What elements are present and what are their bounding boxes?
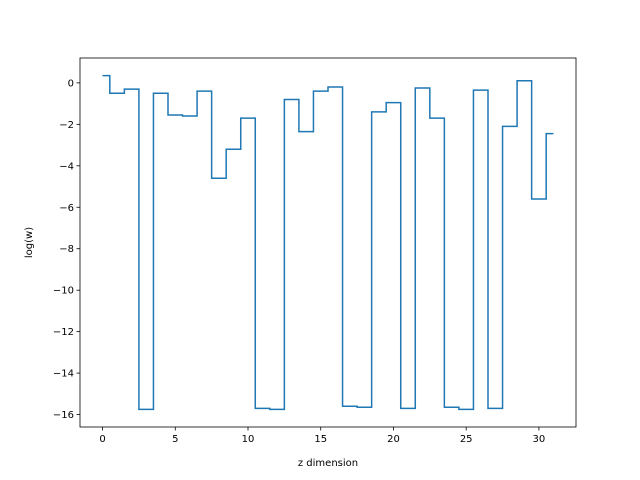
x-tick-label: 30 (533, 434, 546, 445)
y-tick-label: 0 (68, 78, 74, 89)
y-tick-label: −8 (59, 244, 74, 255)
x-tick-label: 25 (460, 434, 473, 445)
y-tick-label: −2 (59, 120, 74, 131)
x-tick-label: 15 (314, 434, 327, 445)
plot-frame (79, 57, 577, 428)
x-tick-label: 10 (242, 434, 255, 445)
y-tick-label: −14 (53, 369, 74, 380)
y-tick-label: −4 (59, 161, 74, 172)
x-axis-label: z dimension (298, 458, 358, 469)
y-tick-label: −10 (53, 286, 74, 297)
y-tick-label: −16 (53, 410, 74, 421)
y-tick-label: −12 (53, 327, 74, 338)
x-tick-label: 0 (99, 434, 105, 445)
y-axis: 0 −2 −4 −6 −8 −10 −12 −14 −16 (53, 78, 80, 421)
y-tick-label: −6 (59, 203, 74, 214)
series-line (102, 74, 554, 411)
x-tick-label: 20 (387, 434, 400, 445)
x-axis: 0 5 10 15 20 25 30 (99, 427, 545, 445)
y-axis-label: log(w) (24, 227, 35, 258)
x-tick-label: 5 (172, 434, 178, 445)
plot-area (80, 58, 576, 427)
